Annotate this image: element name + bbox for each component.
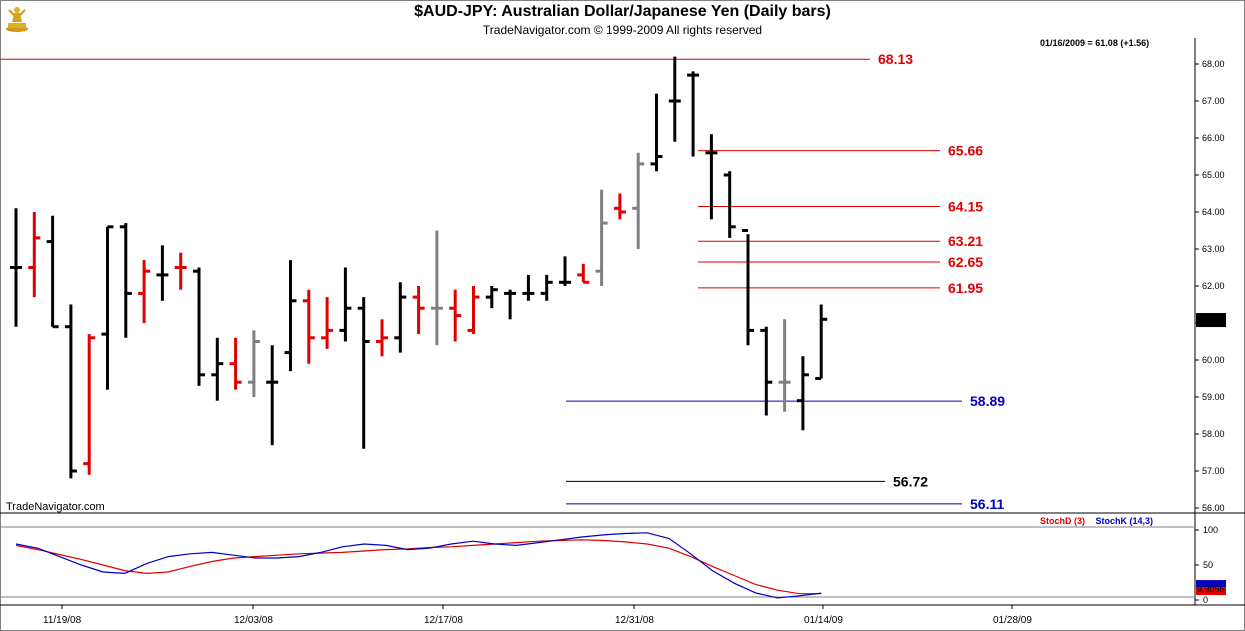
- level-label-58.89: 58.89: [970, 393, 1005, 409]
- ohlc-bar: [156, 245, 169, 301]
- date-axis-label: 01/28/09: [993, 615, 1032, 626]
- ohlc-bar: [595, 189, 608, 286]
- level-label-63.21: 63.21: [948, 233, 983, 249]
- ohlc-bar: [650, 93, 663, 172]
- level-label-65.66: 65.66: [948, 143, 983, 159]
- price-axis-label: 58.00: [1202, 429, 1225, 439]
- copyright-text: TradeNavigator.com © 1999-2009 All right…: [482, 23, 763, 37]
- price-axis: 56.0057.0058.0059.0060.0061.0062.0063.00…: [1195, 59, 1225, 513]
- level-label-56.11: 56.11: [970, 496, 1004, 512]
- ohlc-bar: [247, 330, 260, 397]
- ohlc-bar: [412, 286, 425, 335]
- last-price-badge: [1196, 313, 1226, 328]
- price-axis-label: 56.00: [1202, 503, 1225, 513]
- stoch-axis-label: 100: [1203, 525, 1218, 535]
- level-label-68.13: 68.13: [878, 51, 913, 67]
- ohlc-bar: [742, 229, 754, 346]
- stoch-k-line: [15, 532, 822, 599]
- stoch-d-legend: StochD (3): [1040, 516, 1085, 526]
- last-price-status: 01/16/2009 = 61.08 (+1.56): [1040, 38, 1150, 48]
- ohlc-bar: [28, 212, 41, 298]
- price-axis-label: 68.00: [1202, 59, 1225, 69]
- stoch-d-line: [15, 539, 822, 595]
- price-axis-label: 66.00: [1202, 133, 1225, 143]
- ohlc-bar: [687, 71, 700, 157]
- ohlc-bar: [796, 356, 809, 431]
- price-axis-label: 62.00: [1202, 281, 1225, 291]
- date-axis-label: 11/19/08: [43, 615, 82, 626]
- ohlc-bar: [193, 267, 205, 386]
- level-label-64.15: 64.15: [948, 198, 983, 214]
- gold-figure-trophy-icon: [6, 7, 28, 32]
- ohlc-bar: [467, 286, 480, 335]
- ohlc-bar: [101, 225, 114, 390]
- ohlc-bar: [46, 215, 59, 329]
- ohlc-bar: [229, 337, 242, 390]
- ohlc-bar: [613, 193, 626, 220]
- ohlc-bar: [119, 223, 132, 338]
- watermark-text: TradeNavigator.com: [6, 501, 105, 513]
- date-axis-label: 12/03/08: [234, 615, 273, 626]
- ohlc-bar: [83, 334, 96, 475]
- ohlc-bars: [10, 56, 828, 479]
- stochastic-panel: 0 50 100: [0, 525, 1218, 605]
- level-label-61.95: 61.95: [948, 280, 983, 296]
- ohlc-bar: [376, 319, 388, 357]
- ohlc-bar: [284, 260, 297, 372]
- stoch-k-badge: [1196, 580, 1226, 588]
- ohlc-bar: [266, 345, 279, 446]
- ohlc-bar: [10, 208, 22, 327]
- date-axis-label: 12/31/08: [615, 615, 654, 626]
- stoch-d-badge: [1196, 587, 1226, 596]
- ohlc-bar: [723, 171, 736, 238]
- ohlc-bar: [705, 134, 718, 220]
- ohlc-bar: [485, 286, 498, 309]
- price-axis-label: 60.00: [1202, 355, 1225, 365]
- ohlc-bar: [321, 297, 334, 349]
- ohlc-bar: [449, 289, 462, 342]
- ohlc-bar: [430, 230, 443, 346]
- value-badges: 61.08 9.9066: [1196, 313, 1226, 596]
- ohlc-bar: [632, 152, 645, 249]
- ohlc-bar: [357, 297, 370, 449]
- level-lines: 68.13 65.66 64.15 63.21 62.65 61.95 58.89 56.72…: [0, 51, 1005, 512]
- ohlc-bar: [504, 289, 517, 320]
- ohlc-bar: [778, 319, 791, 412]
- level-label-62.65: 62.65: [948, 254, 983, 270]
- price-axis-label: 59.00: [1202, 392, 1225, 402]
- price-axis-label: 57.00: [1202, 466, 1225, 476]
- date-axis: 11/19/08 12/03/08 12/17/08 12/31/08 01/14/09…: [43, 605, 1032, 626]
- price-axis-label: 67.00: [1202, 96, 1225, 106]
- price-axis-label: 65.00: [1202, 170, 1225, 180]
- ohlc-bar: [302, 289, 315, 364]
- stoch-value-badge-text: 9.9066: [1197, 584, 1225, 594]
- stoch-k-legend: StochK (14,3): [1095, 516, 1154, 526]
- date-axis-label: 12/17/08: [424, 615, 463, 626]
- ohlc-bar: [394, 282, 407, 353]
- ohlc-bar: [559, 256, 571, 286]
- stochastic-legend: StochD (3) StochK (14,3): [1040, 516, 1153, 526]
- ohlc-bar: [577, 263, 590, 284]
- ohlc-bar: [339, 267, 352, 342]
- level-label-56.72: 56.72: [893, 473, 928, 489]
- price-axis-label: 64.00: [1202, 207, 1225, 217]
- ohlc-bar: [174, 252, 187, 290]
- chart-title: $AUD-JPY: Australian Dollar/Japanese Yen…: [414, 3, 831, 20]
- date-axis-label: 01/14/09: [804, 615, 843, 626]
- ohlc-bar: [540, 274, 553, 301]
- price-axis-label: 63.00: [1202, 244, 1225, 254]
- stoch-axis-label: 0: [1203, 595, 1208, 605]
- ohlc-bar: [522, 274, 535, 301]
- ohlc-bar: [211, 337, 224, 401]
- ohlc-bar: [138, 260, 151, 323]
- stoch-axis-label: 50: [1203, 560, 1213, 570]
- last-price-badge-text: 61.08: [1198, 316, 1221, 326]
- panel-borders: [0, 38, 1245, 606]
- ohlc-bar: [64, 304, 77, 479]
- ohlc-bar: [815, 304, 828, 380]
- ohlc-bar: [668, 56, 681, 142]
- ohlc-bar: [760, 326, 773, 416]
